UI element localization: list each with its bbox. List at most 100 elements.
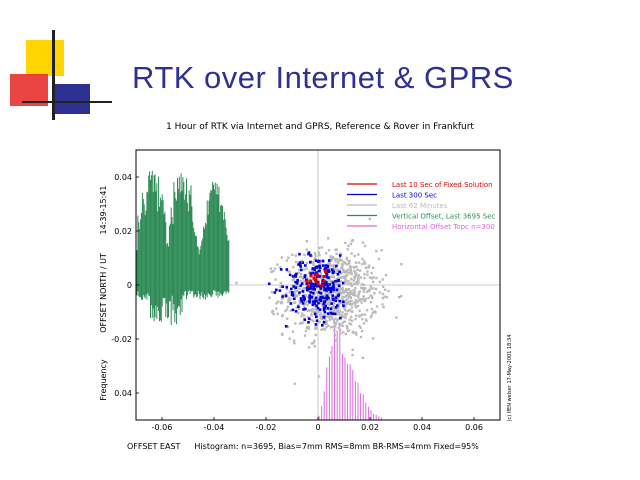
scatter-point-62min — [314, 333, 317, 337]
scatter-point-62min — [285, 308, 288, 311]
scatter-point-300sec — [291, 294, 295, 297]
scatter-point-300sec — [326, 265, 330, 269]
scatter-point-62min — [306, 299, 309, 303]
scatter-point-62min — [317, 299, 320, 303]
scatter-point-62min — [310, 299, 313, 302]
scatter-point-62min — [332, 291, 335, 294]
scatter-point-62min — [339, 280, 342, 283]
scatter-point-62min — [314, 301, 318, 305]
scatter-point-300sec — [313, 302, 316, 305]
scatter-point-62min — [329, 309, 333, 312]
scatter-point-62min — [235, 281, 238, 285]
scatter-point-62min — [352, 293, 355, 296]
scatter-point-62min — [285, 292, 288, 295]
scatter-point-300sec — [336, 304, 339, 307]
scatter-point-62min — [373, 292, 376, 295]
scatter-point-300sec — [318, 266, 322, 270]
scatter-point-62min — [345, 281, 348, 284]
scatter-point-62min — [354, 274, 358, 277]
scatter-point-62min — [300, 275, 303, 279]
scatter-point-62min — [335, 312, 338, 316]
scatter-point-62min — [289, 309, 292, 312]
scatter-point-300sec — [341, 281, 345, 285]
scatter-point-62min — [362, 298, 365, 301]
scatter-point-62min — [320, 317, 323, 320]
scatter-point-62min — [346, 310, 349, 313]
scatter-point-300sec — [325, 289, 328, 292]
scatter-point-62min — [368, 276, 372, 279]
scatter-point-300sec — [300, 282, 304, 285]
scatter-point-62min — [370, 295, 374, 298]
scatter-point-62min — [272, 270, 275, 273]
scatter-point-300sec — [329, 290, 333, 294]
scatter-point-62min — [274, 278, 277, 281]
scatter-point-10sec — [316, 282, 320, 286]
scatter-point-62min — [345, 324, 349, 328]
scatter-point-62min — [340, 263, 343, 266]
scatter-point-62min — [347, 279, 350, 283]
scatter-point-300sec — [315, 319, 319, 322]
scatter-point-62min — [309, 309, 312, 312]
scatter-point-62min — [347, 287, 351, 291]
scatter-point-62min — [301, 321, 304, 324]
scatter-point-62min — [328, 262, 332, 265]
scatter-point-62min — [282, 293, 285, 297]
scatter-point-300sec — [308, 281, 312, 285]
scatter-point-62min — [346, 248, 349, 251]
scatter-point-62min — [318, 310, 321, 313]
scatter-point-62min — [395, 316, 398, 319]
scatter-point-62min — [335, 281, 338, 284]
y-tick-label: -0.02 — [111, 335, 132, 344]
scatter-point-62min — [287, 256, 290, 259]
scatter-point-62min — [285, 317, 289, 320]
scatter-point-62min — [334, 282, 337, 285]
scatter-point-62min — [398, 296, 401, 299]
scatter-point-62min — [360, 313, 364, 316]
scatter-point-62min — [306, 278, 309, 281]
scatter-point-62min — [286, 269, 289, 273]
scatter-point-62min — [350, 303, 354, 306]
scatter-point-62min — [329, 275, 333, 279]
scatter-point-300sec — [290, 287, 293, 291]
scatter-point-62min — [370, 271, 373, 275]
scatter-point-62min — [279, 281, 283, 285]
scatter-point-62min — [362, 295, 365, 298]
scatter-point-62min — [317, 375, 321, 378]
scatter-point-62min — [281, 315, 284, 318]
scatter-point-62min — [315, 309, 318, 313]
scatter-point-62min — [304, 287, 307, 290]
scatter-point-62min — [358, 299, 361, 302]
scatter-point-62min — [349, 268, 352, 271]
scatter-point-62min — [384, 274, 388, 277]
scatter-point-300sec — [301, 294, 305, 298]
scatter-point-300sec — [304, 307, 307, 311]
scatter-point-62min — [339, 259, 342, 262]
side-note: (c) IfEN welser 17-May-2001 18:34 — [507, 335, 513, 422]
scatter-point-62min — [380, 249, 383, 252]
scatter-point-10sec — [320, 284, 324, 288]
scatter-point-62min — [357, 261, 361, 264]
scatter-point-300sec — [331, 297, 335, 301]
scatter-point-300sec — [312, 300, 315, 303]
scatter-point-62min — [353, 254, 356, 258]
scatter-point-62min — [346, 293, 349, 297]
scatter-point-62min — [337, 259, 340, 262]
scatter-point-62min — [285, 287, 288, 291]
scatter-point-62min — [338, 287, 341, 291]
scatter-point-62min — [342, 330, 345, 334]
scatter-point-62min — [300, 312, 304, 315]
scatter-point-62min — [364, 266, 368, 269]
scatter-point-300sec — [301, 302, 305, 305]
scatter-point-62min — [337, 276, 340, 279]
scatter-point-62min — [359, 276, 363, 279]
scatter-point-62min — [361, 241, 365, 244]
scatter-point-300sec — [321, 259, 325, 263]
scatter-point-62min — [387, 289, 390, 293]
scatter-point-300sec — [305, 286, 309, 289]
scatter-point-300sec — [319, 291, 323, 295]
scatter-point-62min — [319, 313, 322, 317]
y-tick-label: 0.04 — [114, 173, 132, 182]
scatter-point-62min — [316, 321, 320, 324]
scatter-point-62min — [280, 333, 284, 336]
scatter-point-300sec — [308, 294, 312, 297]
